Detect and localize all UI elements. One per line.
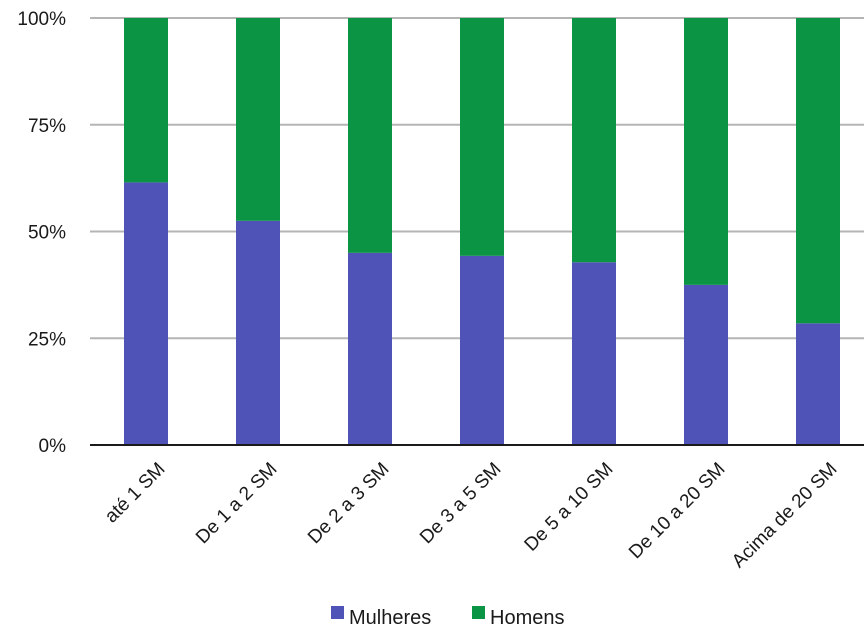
bar-segment-homens-2 xyxy=(236,18,280,221)
bar-segment-mulheres-1 xyxy=(124,182,168,445)
x-category-label: De 5 a 10 SM xyxy=(521,459,618,556)
bars xyxy=(124,18,840,445)
bar-segment-mulheres-5 xyxy=(572,262,616,445)
legend-label-mulheres: Mulheres xyxy=(349,607,431,629)
bar-segment-homens-5 xyxy=(572,18,616,263)
y-axis-ticks: 0% 25% 50% 75% 100% xyxy=(17,9,66,457)
x-category-label: De 10 a 20 SM xyxy=(625,459,729,563)
bar-segment-mulheres-7 xyxy=(796,323,840,445)
legend-swatch-mulheres xyxy=(331,606,344,619)
y-tick-label: 75% xyxy=(28,116,66,137)
y-tick-label: 50% xyxy=(28,223,66,244)
x-category-label: De 2 a 3 SM xyxy=(304,459,394,549)
bar-segment-homens-1 xyxy=(124,18,168,183)
bar-segment-mulheres-6 xyxy=(684,284,728,445)
bar-segment-homens-4 xyxy=(460,18,504,256)
bar-segment-mulheres-4 xyxy=(460,255,504,445)
x-axis-category-labels: até 1 SM De 1 a 2 SM De 2 a 3 SM De 3 a 5 S… xyxy=(101,459,842,572)
legend-swatch-homens xyxy=(472,606,485,619)
bar-segment-homens-7 xyxy=(796,18,840,324)
y-tick-label: 25% xyxy=(28,329,66,350)
legend: Mulheres Homens xyxy=(331,606,564,629)
x-category-label: Acima de 20 SM xyxy=(728,459,841,572)
bar-segment-homens-6 xyxy=(684,18,728,285)
bar-segment-homens-3 xyxy=(348,18,392,253)
y-tick-label: 0% xyxy=(39,436,67,457)
legend-label-homens: Homens xyxy=(490,607,564,629)
x-category-label: até 1 SM xyxy=(101,459,170,528)
x-category-label: De 3 a 5 SM xyxy=(416,459,506,549)
bar-segment-mulheres-2 xyxy=(236,220,280,445)
x-category-label: De 1 a 2 SM xyxy=(192,459,282,549)
y-tick-label: 100% xyxy=(17,9,66,30)
bar-segment-mulheres-3 xyxy=(348,252,392,445)
